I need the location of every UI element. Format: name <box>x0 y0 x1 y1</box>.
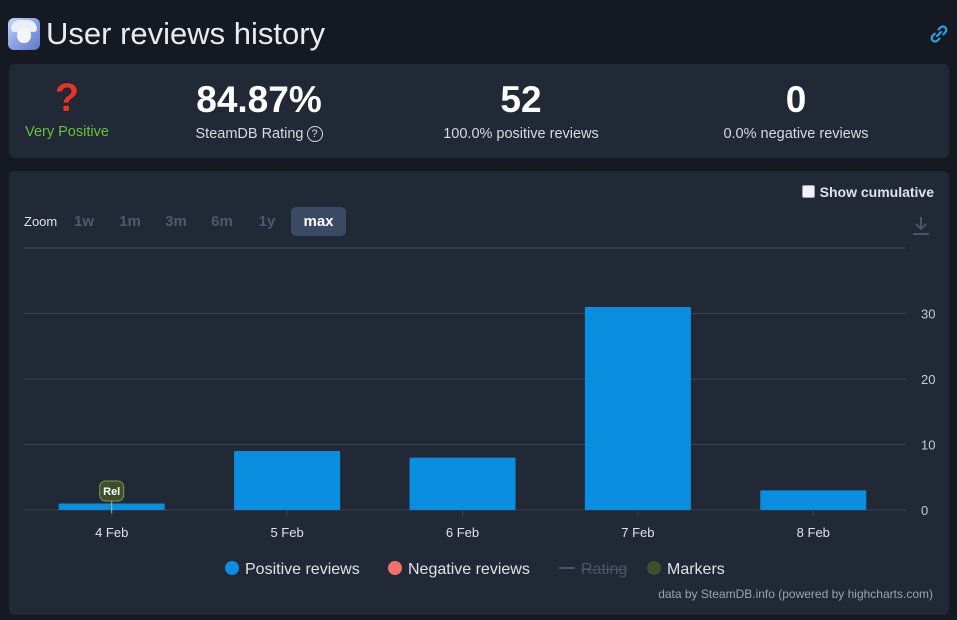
legend-positive[interactable]: Positive reviews <box>225 561 360 579</box>
zoom-1m-button[interactable]: 1m <box>119 213 141 230</box>
x-tick-label: 7 Feb <box>621 525 654 540</box>
rating-block: 84.87% SteamDB Rating? <box>149 64 369 158</box>
legend-rating[interactable]: Rating <box>559 561 627 579</box>
rating-value: 84.87% <box>196 79 322 120</box>
negative-count: 0 <box>785 79 807 120</box>
question-mark-icon: ? <box>54 76 80 120</box>
verdict-block: ? Very Positive <box>9 64 125 158</box>
rating-summary: ? Very Positive 84.87% SteamDB Rating? 5… <box>9 64 949 158</box>
help-icon[interactable]: ? <box>306 126 323 142</box>
zoom-label: Zoom <box>24 214 58 229</box>
x-tick-label: 5 Feb <box>270 525 303 540</box>
zoom-max-button[interactable]: max <box>291 207 346 236</box>
bar-positive <box>584 306 691 510</box>
zoom-1w-button[interactable]: 1w <box>73 213 94 230</box>
negative-block: 0 0.0% negative reviews <box>686 64 906 158</box>
y-tick-label: 30 <box>921 307 935 322</box>
x-tick-label: 6 Feb <box>446 525 479 540</box>
checkbox-icon[interactable] <box>801 185 815 198</box>
show-cumulative-label: Show cumulative <box>819 184 934 200</box>
legend-markers[interactable]: Markers <box>647 561 725 579</box>
page-header: User reviews history <box>8 14 949 54</box>
show-cumulative-toggle[interactable]: Show cumulative <box>801 184 934 200</box>
positive-label: 100.0% positive reviews <box>443 126 599 142</box>
chart-panel: Show cumulative Zoom 1w 1m 3m 6m 1y max … <box>9 171 949 615</box>
game-avatar-icon <box>8 18 40 50</box>
download-icon[interactable] <box>911 215 931 237</box>
negative-label: 0.0% negative reviews <box>723 126 869 142</box>
positive-count: 52 <box>500 79 542 120</box>
bar-positive <box>760 490 867 510</box>
zoom-3m-button[interactable]: 3m <box>165 213 187 230</box>
y-tick-label: 10 <box>921 438 935 453</box>
zoom-6m-button[interactable]: 6m <box>211 213 233 230</box>
marker-badge <box>99 480 125 502</box>
x-tick-label: 8 Feb <box>797 525 830 540</box>
release-marker: Rel <box>99 480 125 513</box>
link-icon[interactable] <box>929 24 949 44</box>
x-tick-label: 4 Feb <box>95 525 128 540</box>
legend-negative[interactable]: Negative reviews <box>388 561 530 579</box>
y-tick-label: 0 <box>921 503 928 518</box>
positive-block: 52 100.0% positive reviews <box>411 64 631 158</box>
marker-label: Rel <box>103 486 120 498</box>
bar-positive <box>234 451 341 510</box>
reviews-chart: 0 10 20 30 4 Feb 5 Feb 6 Feb 7 Feb 8 Feb Rel <box>24 247 935 540</box>
zoom-1y-button[interactable]: 1y <box>258 213 276 230</box>
bar-positive <box>409 457 516 510</box>
verdict-label: Very Positive <box>25 124 109 140</box>
y-tick-label: 20 <box>921 372 935 387</box>
chart-credits: data by SteamDB.info (powered by highcha… <box>658 587 933 601</box>
page-title: User reviews history <box>46 16 326 51</box>
rating-label: SteamDB Rating <box>195 126 304 142</box>
